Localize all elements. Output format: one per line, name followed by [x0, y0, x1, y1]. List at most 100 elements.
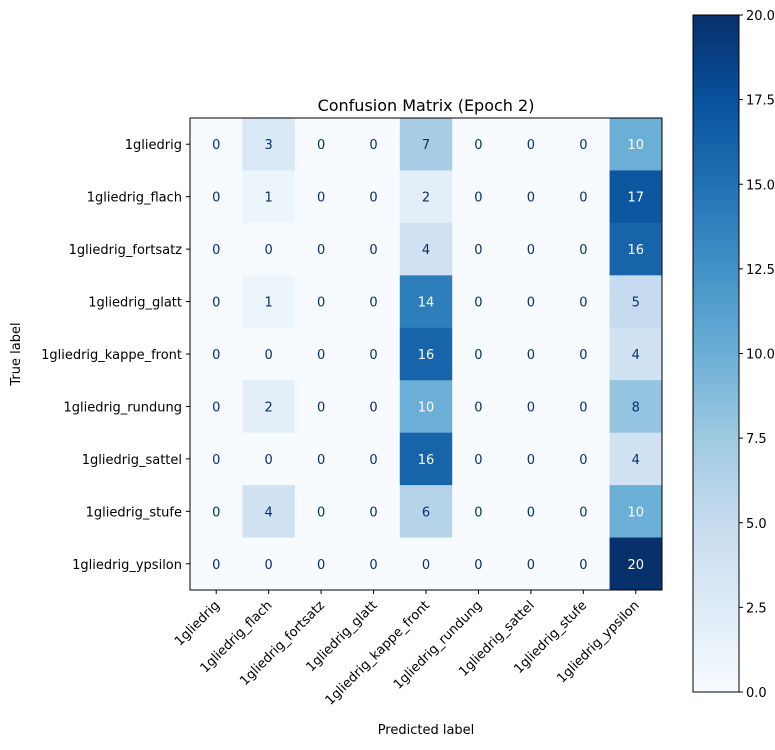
matrix-cell [399, 222, 453, 276]
matrix-cell [609, 222, 663, 276]
cell-value-label: 0 [474, 348, 482, 363]
matrix-cell [347, 327, 401, 381]
cell-value-label: 0 [474, 453, 482, 468]
cell-value-label: 0 [369, 453, 377, 468]
cell-value-label: 0 [265, 243, 273, 258]
chart-title: Confusion Matrix (Epoch 2) [318, 96, 535, 115]
matrix-cell [294, 380, 348, 434]
matrix-cell [399, 118, 453, 171]
matrix-cell [294, 537, 348, 591]
matrix-cell [452, 327, 506, 381]
cell-value-label: 0 [212, 400, 220, 415]
matrix-cells [190, 118, 663, 591]
colorbar-ticks: 0.0 2.5 5.0 7.5 10.0 12.5 15.0 17.5 20.0 [739, 9, 775, 701]
matrix-cell [347, 170, 401, 224]
matrix-cell [242, 327, 296, 381]
colorbar-tick-label: 2.5 [746, 601, 767, 616]
y-tick-label: 1gliedrig [125, 138, 182, 153]
cell-value-label: 0 [527, 191, 535, 206]
matrix-cell [557, 432, 611, 486]
matrix-cell [242, 485, 296, 539]
cell-value-label: 16 [418, 453, 435, 468]
matrix-cell [399, 275, 453, 329]
cell-value-label: 2 [422, 191, 430, 206]
matrix-cell [609, 275, 663, 329]
x-axis: 1gliedrig1gliedrig_flach1gliedrig_fortsa… [172, 590, 643, 708]
cell-value-label: 7 [422, 138, 430, 153]
matrix-cell [609, 327, 663, 381]
y-tick-label: 1gliedrig_kappe_front [41, 348, 182, 363]
matrix-cell [399, 380, 453, 434]
matrix-cell [242, 432, 296, 486]
matrix-cell [452, 432, 506, 486]
cell-value-label: 16 [418, 348, 435, 363]
cell-value-label: 0 [317, 191, 325, 206]
cell-value-label: 0 [527, 243, 535, 258]
cell-value-label: 0 [317, 296, 325, 311]
cell-value-label: 0 [265, 348, 273, 363]
cell-value-label: 0 [369, 348, 377, 363]
matrix-cell [452, 485, 506, 539]
cell-value-label: 0 [527, 453, 535, 468]
cell-value-label: 0 [474, 138, 482, 153]
matrix-cell [294, 327, 348, 381]
y-axis: 1gliedrig 1gliedrig_flach 1gliedrig_fortsa… [41, 138, 190, 573]
matrix-cell [399, 327, 453, 381]
y-tick-label: 1gliedrig_fortsatz [69, 243, 183, 258]
matrix-cell [242, 537, 296, 591]
matrix-cell [190, 327, 243, 381]
matrix-cell [557, 222, 611, 276]
matrix-cell [557, 537, 611, 591]
cell-value-label: 0 [527, 505, 535, 520]
colorbar-tick-label: 12.5 [746, 263, 775, 278]
cell-value-label: 0 [369, 558, 377, 573]
cell-value-label: 4 [265, 505, 273, 520]
cell-value-label: 4 [422, 243, 430, 258]
cell-value-label: 0 [212, 243, 220, 258]
matrix-cell [242, 275, 296, 329]
cell-value-label: 0 [317, 243, 325, 258]
matrix-cell [452, 170, 506, 224]
matrix-cell [294, 222, 348, 276]
cell-value-label: 0 [265, 558, 273, 573]
cell-value-label: 0 [474, 400, 482, 415]
colorbar-tick-label: 5.0 [746, 517, 767, 532]
y-tick-label: 1gliedrig_rundung [63, 400, 182, 415]
matrix-cell [504, 118, 558, 171]
cell-value-label: 3 [265, 138, 273, 153]
x-tick-label: 1gliedrig [172, 598, 223, 649]
matrix-cell [399, 485, 453, 539]
cell-value-label: 0 [265, 453, 273, 468]
matrix-cell [190, 170, 243, 224]
cell-value-label: 0 [527, 348, 535, 363]
matrix-cell [557, 380, 611, 434]
x-tick-label: 1gliedrig_kappe_front [323, 598, 433, 708]
cell-value-label: 1 [265, 191, 273, 206]
matrix-cell [242, 170, 296, 224]
matrix-cell [557, 170, 611, 224]
cell-value-label: 0 [317, 453, 325, 468]
cell-value-labels: 0 3 0 0 7 0 0 0 100 1 0 0 2 0 0 0 170 0 0 0 4 0 0 0 160 1 0 0 14 0 0 0 5… [212, 138, 644, 573]
matrix-cell [504, 170, 558, 224]
matrix-cell [399, 170, 453, 224]
cell-value-label: 0 [212, 296, 220, 311]
cell-value-label: 1 [265, 296, 273, 311]
colorbar-tick-label: 15.0 [746, 178, 775, 193]
cell-value-label: 0 [212, 453, 220, 468]
x-axis-label: Predicted label [378, 723, 475, 738]
cell-value-label: 20 [628, 558, 645, 573]
cell-value-label: 14 [418, 296, 435, 311]
matrix-cell [504, 327, 558, 381]
matrix-cell [190, 537, 243, 591]
matrix-cell [609, 485, 663, 539]
cell-value-label: 0 [474, 243, 482, 258]
matrix-cell [452, 380, 506, 434]
matrix-cell [504, 485, 558, 539]
cell-value-label: 6 [422, 505, 430, 520]
matrix-cell [190, 432, 243, 486]
matrix-cell [242, 222, 296, 276]
matrix-cell [294, 170, 348, 224]
cell-value-label: 0 [474, 558, 482, 573]
cell-value-label: 5 [632, 296, 640, 311]
